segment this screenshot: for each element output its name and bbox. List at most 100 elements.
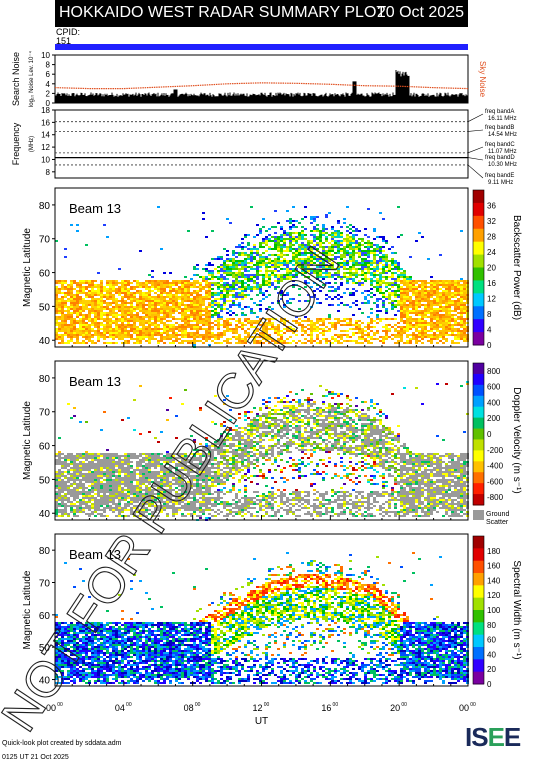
data-cell bbox=[250, 260, 253, 262]
data-cell bbox=[238, 292, 241, 294]
data-cell bbox=[445, 296, 448, 298]
data-cell bbox=[229, 260, 232, 262]
data-cell bbox=[187, 306, 190, 308]
data-cell bbox=[109, 473, 112, 475]
data-cell bbox=[76, 340, 79, 342]
data-cell bbox=[112, 461, 115, 463]
data-cell bbox=[79, 322, 82, 324]
data-cell bbox=[61, 489, 64, 491]
data-cell bbox=[94, 306, 97, 308]
data-cell bbox=[316, 230, 319, 232]
data-cell bbox=[55, 322, 58, 324]
data-cell bbox=[250, 324, 253, 326]
data-cell bbox=[106, 280, 109, 282]
data-cell bbox=[115, 308, 118, 310]
data-cell bbox=[97, 487, 100, 489]
data-cell bbox=[319, 264, 322, 266]
data-cell bbox=[337, 266, 340, 268]
data-cell bbox=[406, 294, 409, 296]
data-cell bbox=[295, 254, 298, 256]
data-cell bbox=[61, 306, 64, 308]
data-cell bbox=[97, 288, 100, 290]
data-cell bbox=[349, 228, 352, 230]
data-cell bbox=[379, 278, 382, 280]
data-cell bbox=[409, 334, 412, 336]
data-cell bbox=[205, 294, 208, 296]
data-cell bbox=[400, 286, 403, 288]
data-cell bbox=[175, 294, 178, 296]
data-cell bbox=[112, 288, 115, 290]
data-cell bbox=[94, 298, 97, 300]
data-cell bbox=[340, 282, 343, 284]
data-cell bbox=[385, 260, 388, 262]
data-cell bbox=[376, 322, 379, 324]
data-cell bbox=[451, 296, 454, 298]
data-cell bbox=[106, 499, 109, 501]
data-cell bbox=[139, 296, 142, 298]
data-cell bbox=[391, 286, 394, 288]
data-cell bbox=[286, 342, 289, 344]
data-cell bbox=[406, 290, 409, 292]
data-cell bbox=[316, 250, 319, 252]
data-cell bbox=[178, 318, 181, 320]
data-cell bbox=[160, 280, 163, 282]
data-cell bbox=[286, 270, 289, 272]
data-cell bbox=[88, 292, 91, 294]
data-cell bbox=[460, 294, 463, 296]
data-cell bbox=[283, 268, 286, 270]
data-cell bbox=[349, 318, 352, 320]
data-cell bbox=[397, 288, 400, 290]
data-cell bbox=[463, 288, 466, 290]
data-cell bbox=[349, 248, 352, 250]
data-cell bbox=[268, 318, 271, 320]
data-cell bbox=[286, 328, 289, 330]
data-cell bbox=[58, 290, 61, 292]
data-cell bbox=[424, 332, 427, 334]
data-cell bbox=[64, 477, 67, 479]
data-cell bbox=[223, 300, 226, 302]
data-cell bbox=[247, 258, 250, 260]
data-cell bbox=[451, 280, 454, 282]
data-cell bbox=[211, 258, 214, 260]
data-cell bbox=[463, 304, 466, 306]
data-cell bbox=[322, 338, 325, 340]
data-cell bbox=[460, 280, 463, 282]
data-cell bbox=[175, 284, 178, 286]
data-cell bbox=[118, 308, 121, 310]
data-cell bbox=[439, 292, 442, 294]
data-cell bbox=[361, 334, 364, 336]
data-cell bbox=[58, 493, 61, 495]
data-cell bbox=[307, 324, 310, 326]
data-cell bbox=[190, 312, 193, 314]
data-cell bbox=[337, 220, 340, 222]
data-cell bbox=[445, 326, 448, 328]
data-cell bbox=[76, 314, 79, 316]
data-cell bbox=[226, 250, 229, 252]
data-cell bbox=[352, 262, 355, 264]
data-cell bbox=[307, 242, 310, 244]
data-cell bbox=[427, 316, 430, 318]
data-cell bbox=[214, 282, 217, 284]
data-cell bbox=[286, 302, 289, 304]
data-cell bbox=[130, 282, 133, 284]
data-cell bbox=[244, 236, 247, 238]
data-cell bbox=[268, 338, 271, 340]
data-cell bbox=[106, 328, 109, 330]
data-cell bbox=[106, 314, 109, 316]
data-cell bbox=[289, 226, 292, 228]
data-cell bbox=[172, 298, 175, 300]
data-cell bbox=[220, 316, 223, 318]
data-cell bbox=[433, 300, 436, 302]
data-cell bbox=[325, 342, 328, 344]
data-cell bbox=[385, 328, 388, 330]
data-cell bbox=[337, 246, 340, 248]
data-cell bbox=[445, 316, 448, 318]
data-cell bbox=[160, 318, 163, 320]
data-cell bbox=[238, 260, 241, 262]
data-cell bbox=[439, 326, 442, 328]
data-cell bbox=[277, 328, 280, 330]
data-cell bbox=[172, 288, 175, 290]
data-cell bbox=[307, 256, 310, 258]
data-cell bbox=[112, 473, 115, 475]
data-cell bbox=[82, 483, 85, 485]
